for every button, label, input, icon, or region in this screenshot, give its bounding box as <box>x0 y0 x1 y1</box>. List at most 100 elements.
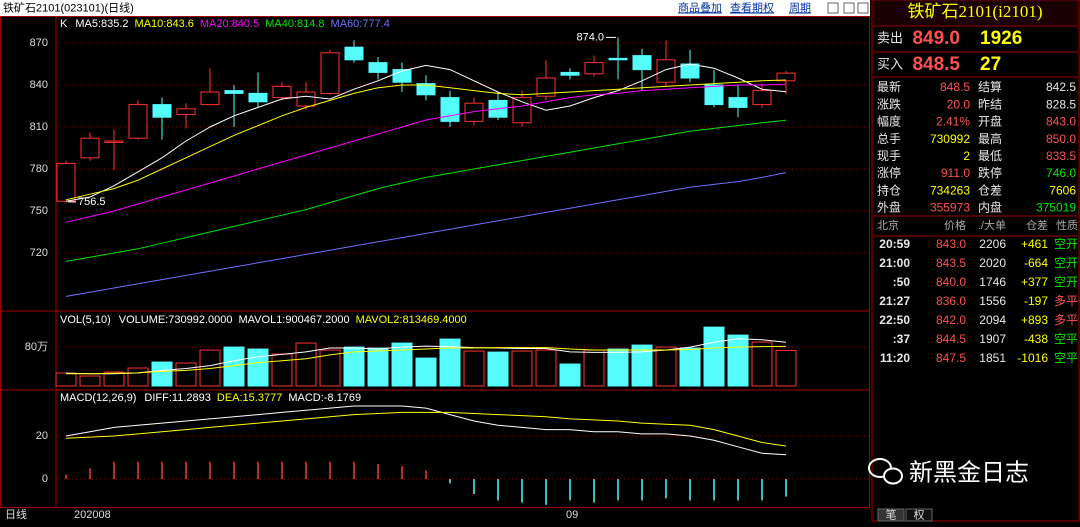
stat-label: 持仓 <box>877 182 901 197</box>
order-volume: 27 <box>980 54 1001 75</box>
candle-body <box>344 46 364 61</box>
tick-cell: 多平 <box>1054 294 1078 308</box>
legend-entry: MA40:814.8 <box>265 18 324 30</box>
tick-cell: -197 <box>1024 294 1048 308</box>
volume-bar <box>703 326 725 387</box>
stat-label: 内盘 <box>978 200 1002 215</box>
candle-body <box>656 59 676 83</box>
stat-value: 842.5 <box>1046 80 1076 94</box>
candle-body <box>104 140 124 143</box>
tab[interactable] <box>905 508 933 522</box>
tick-cell: 20:59 <box>879 237 910 251</box>
y-tick-label: 870 <box>30 37 48 49</box>
tab-label[interactable]: 权 <box>914 508 925 521</box>
volume-bar <box>55 372 77 387</box>
stat-label: 最高 <box>978 131 1002 146</box>
volume-bar <box>751 341 773 387</box>
legend-entry: MA60:777.4 <box>331 18 390 30</box>
tick-cell: 1851 <box>979 351 1006 365</box>
volume-bar <box>319 349 341 387</box>
tick-cell: 21:27 <box>879 294 910 308</box>
window-button <box>843 2 855 14</box>
menu-item[interactable]: 查看期权 <box>730 0 774 14</box>
window-button <box>827 2 839 14</box>
volume-bar <box>271 353 293 387</box>
volume-bar <box>295 342 317 387</box>
tick-cell: 836.0 <box>936 294 966 308</box>
candle-body <box>752 90 772 106</box>
quote-panel <box>871 0 1080 522</box>
tick-cell: :50 <box>893 275 911 289</box>
menu-item[interactable]: 商品叠加 <box>678 0 722 14</box>
volume-bar <box>247 348 269 387</box>
legend-entry: DEA:15.3777 <box>217 392 282 404</box>
volume-bar <box>463 350 485 387</box>
watermark-icon <box>883 467 903 485</box>
volume-bar <box>391 342 413 387</box>
line-series <box>65 119 787 262</box>
price-annotation: 874.0 <box>576 31 604 43</box>
top-bar <box>0 0 870 16</box>
stat-value: 828.5 <box>1046 97 1076 111</box>
legend-entry: MA10:843.6 <box>135 18 194 30</box>
stat-value: 843.0 <box>1046 115 1076 129</box>
volume-bar <box>559 363 581 387</box>
line-series <box>65 83 787 223</box>
candle-body <box>176 108 196 115</box>
candle-body <box>56 162 76 202</box>
tick-cell: +893 <box>1021 313 1048 327</box>
y-tick-label: 780 <box>30 163 48 175</box>
legend-entry: VOLUME:730992.0000 <box>119 314 233 326</box>
tab[interactable] <box>877 508 905 522</box>
stat-label: 结算 <box>978 79 1002 94</box>
legend-entry: MAVOL2:813469.4000 <box>356 314 467 326</box>
tick-cell: :37 <box>893 332 911 346</box>
watermark: 新黑金日志 <box>868 458 1029 486</box>
stat-label: 涨停 <box>877 165 901 180</box>
candle-body <box>632 55 652 71</box>
candle-body <box>152 104 172 118</box>
stat-label: 昨结 <box>978 97 1002 111</box>
candle-body <box>200 91 220 106</box>
volume-bar <box>175 362 197 387</box>
x-tick-label: 09 <box>566 509 578 521</box>
tab-label[interactable]: 笔 <box>886 507 897 521</box>
line-series <box>65 405 787 456</box>
y-tick-label: 840 <box>30 79 48 91</box>
stat-value: 911.0 <box>941 166 970 180</box>
volume-bar <box>535 349 557 387</box>
candle-body <box>704 84 724 106</box>
y-tick-label: 80万 <box>25 341 48 353</box>
stat-label: 外盘 <box>877 200 901 215</box>
volume-bar <box>727 334 749 387</box>
stat-label: 幅度 <box>877 114 901 129</box>
stat-value: 850.0 <box>1046 132 1076 146</box>
line-series <box>65 63 787 202</box>
tick-cell: 空平 <box>1054 332 1078 346</box>
menu-item[interactable]: 周期 <box>789 1 811 14</box>
tick-cell: 空开 <box>1054 237 1078 251</box>
tick-header: 性质 <box>1056 218 1078 232</box>
volume-bar <box>439 338 461 387</box>
tick-cell: 842.0 <box>936 313 966 327</box>
volume-bar <box>367 347 389 387</box>
line-series <box>65 79 787 201</box>
x-tick-label: 202008 <box>74 509 111 521</box>
y-tick-label: 750 <box>30 205 48 217</box>
period-label: 日线 <box>5 507 27 521</box>
price-annotation: 756.5 <box>78 196 106 208</box>
line-series <box>66 345 787 375</box>
candle-body <box>320 52 340 94</box>
stat-value: 734263 <box>930 183 970 197</box>
tick-cell: -438 <box>1024 332 1048 346</box>
y-tick-label: 0 <box>42 473 48 485</box>
tick-cell: 21:00 <box>879 256 910 270</box>
volume-bar <box>79 375 101 387</box>
menu: 商品叠加 查看期权 周期 <box>678 0 869 14</box>
tick-cell: +461 <box>1021 237 1048 251</box>
candle-body <box>608 57 628 61</box>
volume-bar <box>343 346 365 387</box>
tick-cell: 空开 <box>1054 256 1078 270</box>
volume-bar <box>415 357 437 387</box>
